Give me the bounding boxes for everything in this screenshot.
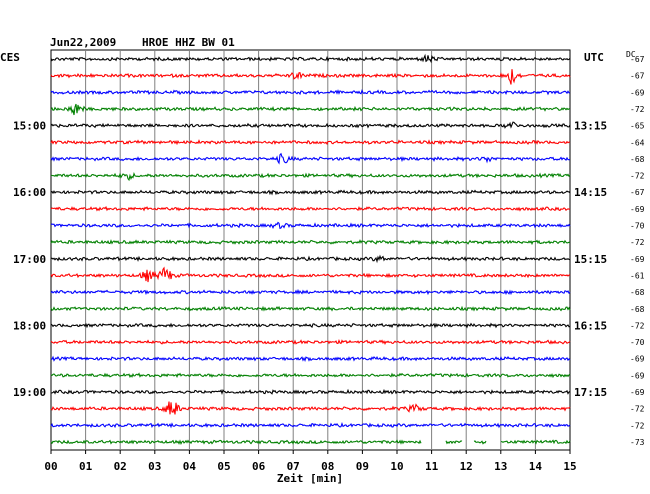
x-tick-label: 10 <box>390 460 403 473</box>
trace-line <box>50 322 571 329</box>
dc-offset-label: -67 <box>630 55 645 64</box>
x-tick-label: 04 <box>183 460 197 473</box>
trace-line <box>50 53 571 64</box>
left-timezone-label: CES <box>0 51 20 64</box>
dc-offset-label: -72 <box>630 172 645 181</box>
trace-line <box>50 221 571 230</box>
x-tick-label: 14 <box>529 460 543 473</box>
x-tick-label: 02 <box>114 460 127 473</box>
trace-line <box>50 121 571 129</box>
right-time-label: 15:15 <box>574 253 607 266</box>
station-label: HROE HHZ BW 01 <box>142 36 235 49</box>
plot-frame <box>50 49 571 451</box>
x-tick-label: 11 <box>425 460 439 473</box>
left-time-label: 16:00 <box>13 186 46 199</box>
dc-offset-label: -70 <box>630 338 645 347</box>
trace-line <box>50 372 571 379</box>
left-time-label: 15:00 <box>13 120 46 133</box>
dc-offset-label: -72 <box>630 405 645 414</box>
trace-line <box>50 388 571 396</box>
dc-offset-label: -70 <box>630 222 645 231</box>
trace-line <box>50 338 571 346</box>
x-tick-label: 06 <box>252 460 266 473</box>
x-tick-label: 09 <box>356 460 369 473</box>
right-time-label: 16:15 <box>574 319 607 332</box>
left-time-label: 18:00 <box>13 319 46 332</box>
x-tick-label: 05 <box>217 460 230 473</box>
dc-offset-label: -72 <box>630 421 645 430</box>
dc-offset-label: -69 <box>630 371 645 380</box>
left-time-label: 19:00 <box>13 386 46 399</box>
trace-line <box>50 69 571 85</box>
left-time-label: 17:00 <box>13 253 46 266</box>
trace-line <box>50 103 571 116</box>
dc-offset-label: -67 <box>630 188 645 197</box>
x-axis: 00 01 02 03 04 05 06 07 08 09 10 11 12 13 14 15 <box>44 450 577 473</box>
dc-offset-label: -68 <box>630 288 645 297</box>
trace-line <box>51 172 571 182</box>
dc-offset-label: -68 <box>630 155 645 164</box>
trace-line <box>50 254 571 264</box>
dc-offset-label: -72 <box>630 238 645 247</box>
dc-offset-label: -69 <box>630 355 645 364</box>
grid-lines <box>50 49 571 451</box>
dc-offset-label: -72 <box>630 321 645 330</box>
x-tick-label: 00 <box>44 460 57 473</box>
trace-line <box>50 239 571 246</box>
trace-line <box>50 89 571 96</box>
trace-line <box>50 401 571 415</box>
x-tick-label: 08 <box>321 460 334 473</box>
x-tick-label: 12 <box>460 460 473 473</box>
dc-offset-label: -64 <box>630 138 645 147</box>
trace-line <box>50 421 571 429</box>
dc-offset-label: -69 <box>630 255 645 264</box>
dc-offset-label: -61 <box>630 271 645 280</box>
dc-offset-label: -69 <box>630 205 645 214</box>
dc-offset-label: -72 <box>630 105 645 114</box>
dc-header-label: DC <box>626 50 636 59</box>
dc-offset-label: -73 <box>630 438 645 447</box>
trace-group: -67 -67 -69 -72 -65 -64 -68 -72 -67 -69 -70 -72 -69 -… <box>50 53 645 447</box>
x-tick-label: 13 <box>494 460 507 473</box>
right-time-label: 14:15 <box>574 186 607 199</box>
right-timezone-label: UTC <box>584 51 604 64</box>
trace-line <box>50 266 571 283</box>
dc-offset-label: -69 <box>630 88 645 97</box>
dc-offset-label: -69 <box>630 388 645 397</box>
time-labels: 15:00 16:00 17:00 18:00 19:00 13:15 14:15 15:15… <box>13 120 607 399</box>
trace-line <box>50 439 571 445</box>
x-axis-title: Zeit [min] <box>277 472 343 485</box>
dc-offset-label: -65 <box>630 122 645 131</box>
trace-line <box>50 205 571 212</box>
dc-offset-label: -68 <box>630 305 645 314</box>
x-tick-label: 07 <box>287 460 300 473</box>
trace-line <box>50 152 571 165</box>
x-tick-label: 03 <box>148 460 161 473</box>
trace-line <box>50 288 571 296</box>
x-tick-label: 15 <box>563 460 576 473</box>
trace-line <box>50 189 571 196</box>
trace-line <box>50 139 571 146</box>
right-time-label: 13:15 <box>574 120 607 133</box>
right-time-label: 17:15 <box>574 386 607 399</box>
date-label: Jun22,2009 <box>50 36 116 49</box>
x-tick-label: 01 <box>79 460 93 473</box>
trace-line <box>50 355 571 363</box>
dc-offset-label: -67 <box>630 72 645 81</box>
trace-line <box>50 305 571 312</box>
